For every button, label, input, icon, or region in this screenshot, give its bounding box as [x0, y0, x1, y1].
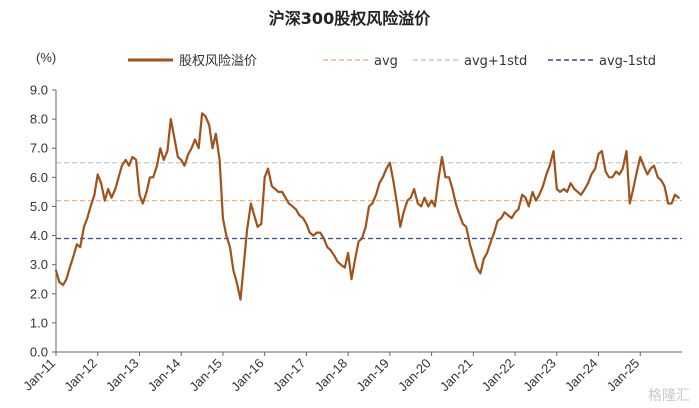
- y-tick-label: 7.0: [30, 141, 48, 156]
- legend-label: 股权风险溢价: [179, 53, 257, 69]
- y-tick-label: 4.0: [30, 228, 48, 243]
- x-tick-label: Jan-19: [353, 356, 392, 395]
- x-tick-label: Jan-22: [478, 356, 517, 395]
- reference-lines: [56, 162, 682, 240]
- y-tick-label: 2.0: [30, 286, 48, 301]
- legend-label: avg-1std: [599, 54, 656, 69]
- x-tick-label: Jan-15: [186, 356, 225, 395]
- x-tick-label: Jan-23: [520, 356, 559, 395]
- watermark: 格隆汇: [648, 388, 690, 404]
- y-tick-label: 8.0: [30, 112, 48, 127]
- chart-title: 沪深300股权风险溢价: [269, 9, 431, 28]
- x-tick-label: Jan-21: [437, 356, 476, 395]
- x-tick-label: Jan-12: [61, 356, 100, 395]
- y-unit-label: (%): [36, 50, 56, 65]
- y-tick-label: 5.0: [30, 199, 48, 214]
- x-tick-label: Jan-14: [145, 356, 184, 395]
- x-tick-label: Jan-11: [20, 356, 58, 394]
- y-tick-label: 3.0: [30, 257, 48, 272]
- x-axis: Jan-11 Jan-12 Jan-13 Jan-14 Jan-15 Jan-16 Jan-…: [20, 351, 682, 395]
- x-tick-label: Jan-16: [228, 356, 267, 395]
- x-tick-label: Jan-24: [562, 356, 601, 395]
- x-tick-label: Jan-13: [103, 356, 142, 395]
- legend: 股权风险溢价 avg avg+1std avg-1std: [128, 53, 656, 69]
- legend-label: avg: [374, 54, 398, 69]
- y-tick-label: 9.0: [30, 83, 48, 98]
- x-tick-label: Jan-18: [312, 356, 351, 395]
- y-tick-label: 0.0: [30, 345, 48, 360]
- x-tick-label: Jan-20: [395, 356, 434, 395]
- y-tick-label: 1.0: [30, 315, 48, 330]
- series-layer: [54, 112, 680, 301]
- series-line-erp: [54, 112, 680, 301]
- y-tick-label: 6.0: [30, 170, 48, 185]
- legend-label: avg+1std: [464, 54, 527, 69]
- x-tick-label: Jan-17: [270, 356, 309, 395]
- x-tick-label: Jan-25: [604, 356, 643, 395]
- y-axis: 0.0 1.0 2.0 3.0 4.0 5.0 6.0 7.0 8.0 9.0: [30, 83, 57, 360]
